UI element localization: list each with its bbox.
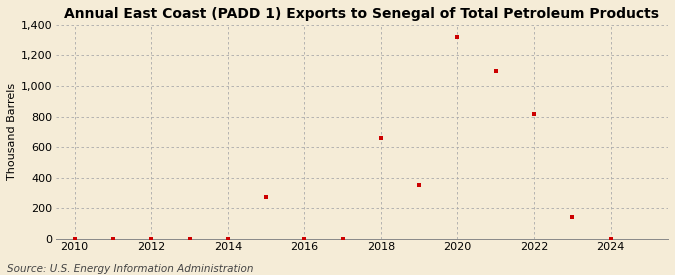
Point: [375, 136, 386, 140]
Point: [529, 112, 539, 117]
Point: [261, 195, 271, 199]
Text: Source: U.S. Energy Information Administration: Source: U.S. Energy Information Administ…: [7, 264, 253, 274]
Point: [146, 236, 157, 241]
Point: [452, 35, 463, 39]
Point: [414, 182, 425, 187]
Title: Annual East Coast (PADD 1) Exports to Senegal of Total Petroleum Products: Annual East Coast (PADD 1) Exports to Se…: [64, 7, 659, 21]
Y-axis label: Thousand Barrels: Thousand Barrels: [7, 83, 17, 180]
Point: [605, 236, 616, 241]
Point: [567, 215, 578, 220]
Point: [222, 236, 233, 241]
Point: [490, 69, 501, 74]
Point: [299, 236, 310, 241]
Point: [107, 236, 118, 241]
Point: [338, 236, 348, 241]
Point: [184, 236, 195, 241]
Point: [70, 236, 80, 241]
